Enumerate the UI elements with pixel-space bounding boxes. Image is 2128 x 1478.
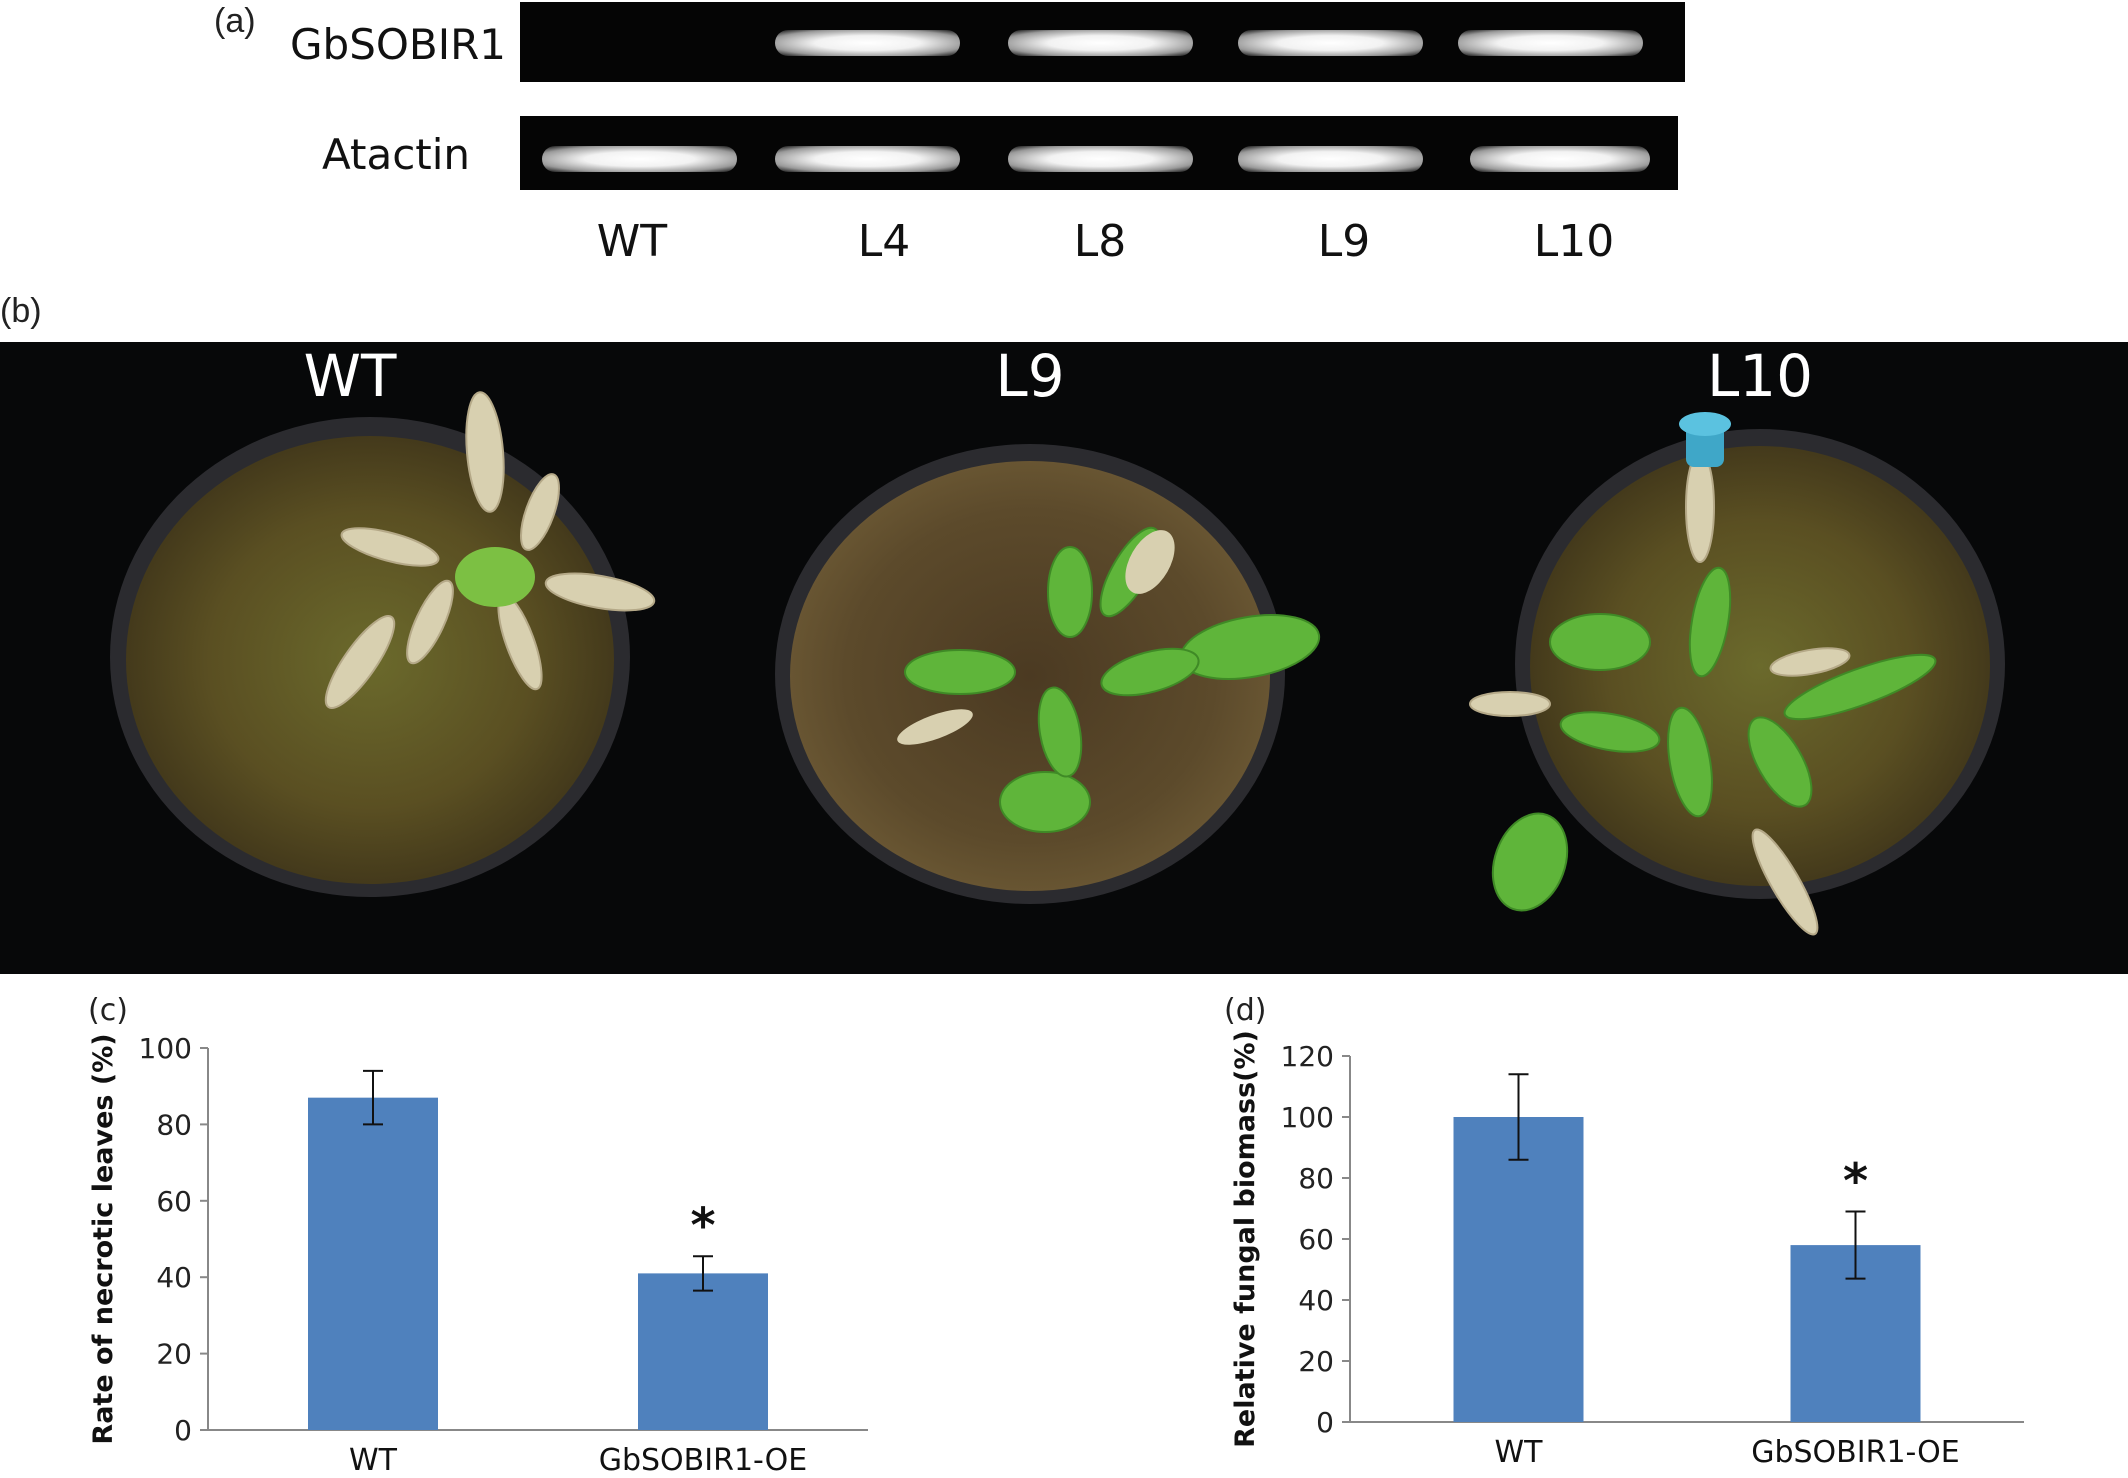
plant-photo-illustration — [110, 391, 2005, 936]
lane-label-l4: L4 — [857, 216, 911, 267]
y-tick-label: 0 — [174, 1414, 192, 1447]
lane-label-l8: L8 — [1073, 216, 1127, 267]
y-tick-label: 100 — [139, 1032, 192, 1065]
significance-marker: * — [1843, 1154, 1868, 1210]
lane-label-wt: WT — [596, 216, 668, 267]
gel-band — [542, 146, 737, 172]
x-tick-label: GbSOBIR1-OE — [599, 1443, 808, 1478]
gel-band — [1470, 146, 1650, 172]
gel-row-label-actin: Atactin — [322, 130, 471, 179]
plant-label-wt: WT — [303, 342, 397, 410]
gel-band — [1238, 146, 1423, 172]
y-tick-label: 80 — [1298, 1162, 1334, 1195]
gel-strip-actin — [520, 116, 1678, 190]
plant-photo: WT L9 L10 — [0, 342, 2128, 974]
lane-label-l9: L9 — [1317, 216, 1371, 267]
gel-band — [1458, 30, 1643, 56]
gel-band — [775, 146, 960, 172]
panel-d-letter: (d) — [1224, 993, 1266, 1028]
y-axis-label: Rate of necrotic leaves (%) — [88, 1033, 119, 1444]
gel-strip-gbsobir1 — [520, 2, 1685, 82]
bar-wt — [308, 1097, 438, 1430]
plant-label-l10: L10 — [1706, 342, 1814, 410]
panel-a-letter: (a) — [214, 2, 256, 40]
y-tick-label: 100 — [1281, 1101, 1334, 1134]
gel-band — [1008, 146, 1193, 172]
panel-c-letter: (c) — [88, 993, 128, 1028]
y-axis-label: Relative fungal biomass(%) — [1230, 1030, 1261, 1448]
plant-label-l9: L9 — [995, 342, 1065, 410]
y-tick-label: 40 — [1298, 1284, 1334, 1317]
y-tick-label: 60 — [156, 1185, 192, 1218]
y-tick-label: 40 — [156, 1261, 192, 1294]
gel-band — [775, 30, 960, 56]
gel-row-label-gbsobir1: GbSOBIR1 — [290, 20, 507, 69]
x-tick-label: WT — [349, 1443, 398, 1478]
y-tick-label: 20 — [1298, 1345, 1334, 1378]
necrotic-leaves-chart: (c) 0 20 40 60 80 100 Rate of necrotic leaves … — [88, 993, 868, 1478]
y-tick-label: 80 — [156, 1108, 192, 1141]
y-tick-label: 60 — [1298, 1223, 1334, 1256]
gel-band — [1238, 30, 1423, 56]
fungal-biomass-chart: (d) 0 20 40 60 80 100 120 Relative fungal bioma… — [1224, 993, 2024, 1470]
lane-label-l10: L10 — [1533, 216, 1615, 267]
x-tick-label: WT — [1495, 1435, 1544, 1470]
y-tick-label: 0 — [1316, 1406, 1334, 1439]
panel-b-letter: (b) — [0, 292, 42, 330]
bar-wt — [1453, 1117, 1584, 1422]
significance-marker: * — [690, 1198, 715, 1254]
bar-gbsobir1-oe — [638, 1273, 768, 1430]
y-tick-label: 120 — [1281, 1040, 1334, 1073]
x-tick-label: GbSOBIR1-OE — [1751, 1435, 1960, 1470]
y-tick-label: 20 — [156, 1338, 192, 1371]
gel-band — [1008, 30, 1193, 56]
